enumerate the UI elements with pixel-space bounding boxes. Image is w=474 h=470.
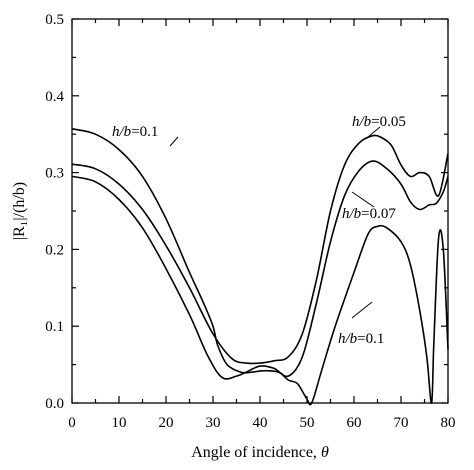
curves-layer: [71, 128, 449, 406]
annotation-leader-top-left: [169, 136, 179, 147]
annotation-leader-0.05: [367, 126, 381, 138]
x-tick-label: 60: [347, 415, 362, 431]
y-tick-label: 0.5: [45, 12, 64, 28]
annotation-hb-0.07: h/b=0.07: [342, 206, 396, 222]
x-tick-label: 70: [394, 415, 409, 431]
x-tick-label: 80: [441, 415, 456, 431]
x-tick-label: 0: [68, 415, 76, 431]
annotation-hb-0.1-top: h/b=0.1: [112, 124, 158, 140]
series-line-0: [71, 134, 449, 365]
x-tick-label: 10: [112, 415, 127, 431]
annotation-leader-bottom: [351, 301, 373, 319]
y-tick-label: 0.1: [45, 319, 64, 335]
series-line-2: [71, 128, 449, 406]
series-line-1: [71, 160, 449, 380]
x-axis-title: Angle of incidence, θ: [191, 444, 329, 461]
y-tick-label: 0.4: [45, 89, 64, 105]
annotation-hb-0.1-bottom: h/b=0.1: [338, 331, 384, 347]
annotation-leader-0.07: [351, 191, 375, 208]
y-tick-label: 0.2: [45, 242, 64, 258]
y-axis-title: |R₁|/(h/b): [11, 182, 28, 240]
y-tick-label: 0.3: [45, 166, 64, 182]
plot-frame: [71, 18, 449, 404]
y-tick-label: 0.0: [45, 396, 64, 412]
x-tick-label: 20: [159, 415, 174, 431]
x-tick-label: 50: [300, 415, 315, 431]
x-tick-label: 40: [253, 415, 268, 431]
ticks-layer: 0 10 20 30 40 50 60 70 80 0.0 0.1 0.2 0.3 0.4 0.5: [45, 12, 455, 431]
x-tick-label: 30: [206, 415, 221, 431]
annotation-hb-0.05: h/b=0.05: [352, 114, 406, 130]
